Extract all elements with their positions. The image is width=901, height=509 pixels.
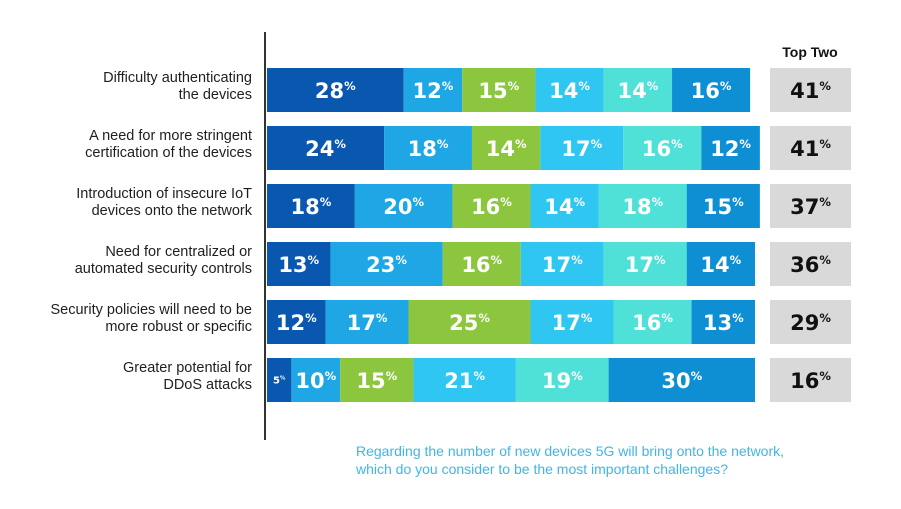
segment-value-label: 20% <box>383 195 424 219</box>
bar-segment <box>325 300 409 344</box>
segment-value-label: 14% <box>544 195 585 219</box>
bar-segment <box>598 184 687 228</box>
bar-segment <box>686 184 760 228</box>
bar-row: Difficulty authenticating the devices 28% 1… <box>103 68 851 112</box>
segment-value-label: 5% <box>273 376 286 387</box>
bar-segment <box>267 242 331 286</box>
segment-value-label: 15% <box>478 79 519 103</box>
survey-question-line-1: Regarding the number of new devices 5G w… <box>356 443 785 459</box>
bar-segment <box>408 300 531 344</box>
bar-segment <box>330 242 443 286</box>
segment-value-label: 28% <box>315 79 356 103</box>
bar-segment <box>384 126 472 170</box>
bar-segment <box>442 242 521 286</box>
survey-question-line-2: which do you consider to be the most imp… <box>356 461 728 477</box>
segment-value-label: 18% <box>291 195 332 219</box>
category-label: A need for more stringent certification o… <box>85 128 252 161</box>
bar-segment <box>267 300 326 344</box>
top-two-box <box>770 68 851 112</box>
bar-segment <box>267 358 292 402</box>
bar-segment <box>530 300 614 344</box>
bar-segment <box>613 300 692 344</box>
top-two-box <box>770 184 851 228</box>
category-label: Introduction of insecure IoT devices onto… <box>76 186 252 219</box>
segment-value-label: 12% <box>276 311 317 335</box>
bar-segment <box>354 184 453 228</box>
bar-segment <box>540 126 624 170</box>
bar-segment <box>413 358 516 402</box>
top-two-box <box>770 358 851 402</box>
stacked-bar-chart: Top Two Difficulty authenticating the dev… <box>51 32 851 440</box>
bar-segment <box>267 68 404 112</box>
bar-segment <box>471 126 541 170</box>
bar-segment <box>403 68 463 112</box>
category-label: Greater potential for DDoS attacks <box>123 360 252 393</box>
top-two-box <box>770 126 851 170</box>
bar-segment <box>691 300 755 344</box>
top-two-box <box>770 242 851 286</box>
top-two-box <box>770 300 851 344</box>
bar-row: Security policies will need to be more ro… <box>51 300 851 344</box>
survey-question: Regarding the number of new devices 5G w… <box>356 442 876 478</box>
bar-segment <box>291 358 341 402</box>
segment-value-label: 13% <box>703 311 744 335</box>
bar-segment <box>340 358 414 402</box>
bar-segment <box>672 68 751 112</box>
bar-row: Introduction of insecure IoT devices onto… <box>76 184 851 228</box>
segment-value-label: 19% <box>542 369 583 393</box>
segment-value-label: 14% <box>486 137 527 161</box>
bar-row: Need for centralized or automated securit… <box>75 242 851 286</box>
bar-segment <box>608 358 755 402</box>
bar-segment <box>267 126 385 170</box>
category-label: Difficulty authenticating the devices <box>103 70 252 103</box>
bar-segment <box>520 242 604 286</box>
bar-segment <box>701 126 760 170</box>
segment-value-label: 12% <box>710 137 751 161</box>
bar-segment <box>603 68 673 112</box>
category-label: Security policies will need to be more ro… <box>51 302 253 335</box>
top-two-header: Top Two <box>782 44 837 60</box>
bar-row: A need for more stringent certification o… <box>85 126 851 170</box>
bar-segment <box>267 184 355 228</box>
bar-segment <box>530 184 599 228</box>
bar-segment <box>452 184 531 228</box>
bar-segment <box>515 358 609 402</box>
bar-segment <box>535 68 604 112</box>
bar-segment <box>686 242 755 286</box>
bar-segment <box>603 242 687 286</box>
bar-segment <box>623 126 702 170</box>
segment-value-label: 14% <box>549 79 590 103</box>
bar-segment <box>462 68 536 112</box>
bar-row: Greater potential for DDoS attacks 5% 10% 15… <box>123 358 851 402</box>
category-label: Need for centralized or automated securit… <box>75 244 252 277</box>
